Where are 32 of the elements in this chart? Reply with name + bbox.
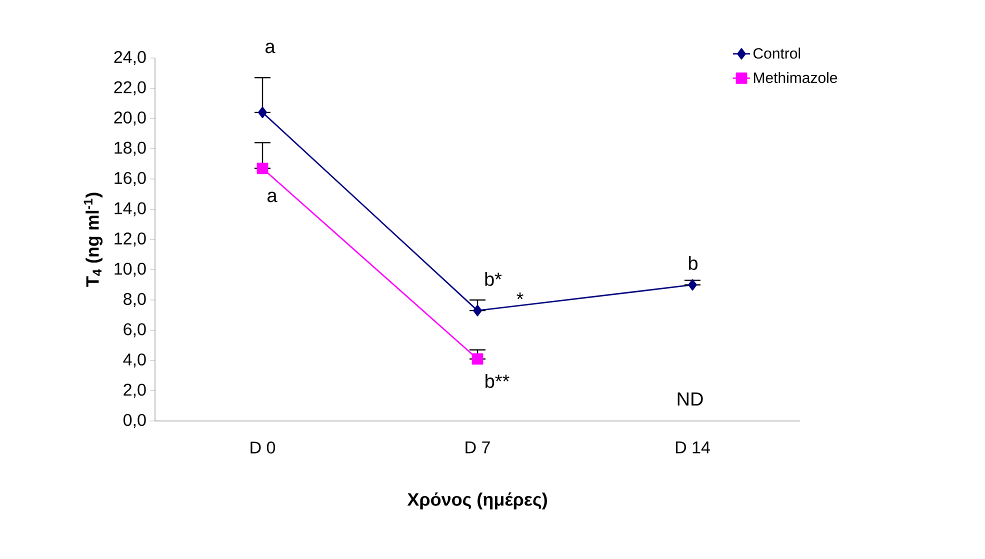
y-tick-label: 20,0 [114,111,146,126]
y-axis-title: T$_{4}$ (ng ml$^{-1}$) [84,192,103,287]
y-tick-label: 24,0 [114,50,146,66]
point [473,304,482,316]
y-tick-label: 2,0 [124,384,146,398]
point [258,106,267,118]
annotation: b* [485,272,502,286]
x-tick-label: D 0 [250,442,276,454]
y-tick-label: 22,0 [114,81,146,96]
annotation: ND [678,392,703,406]
point [472,353,484,365]
y-tick-label: 18,0 [114,142,146,156]
y-tick-label: 0,0 [124,414,146,428]
point [256,162,268,174]
y-tick-label: 8,0 [124,292,146,308]
y-tick-label: 12,0 [114,232,146,247]
x-tick-label: D 7 [466,442,490,454]
x-tick-label: D 14 [676,442,710,454]
y-tick-label: 6,0 [124,323,146,338]
x-axis-title: Χρόνος (ημέρες) [407,492,547,510]
annotation: b [688,256,698,270]
legend-label: Control [753,48,800,59]
y-tick-label: 10,0 [114,262,146,277]
annotation: * [516,292,524,300]
annotation: a [268,192,278,202]
y-tick-label: 4,0 [123,353,146,368]
y-tick-label: 16,0 [114,172,146,186]
text: a [266,42,276,54]
annotation: b** [486,374,510,388]
legend-label: Methimazole [754,72,838,84]
point [688,279,697,291]
y-tick-label: 14,0 [114,202,146,216]
